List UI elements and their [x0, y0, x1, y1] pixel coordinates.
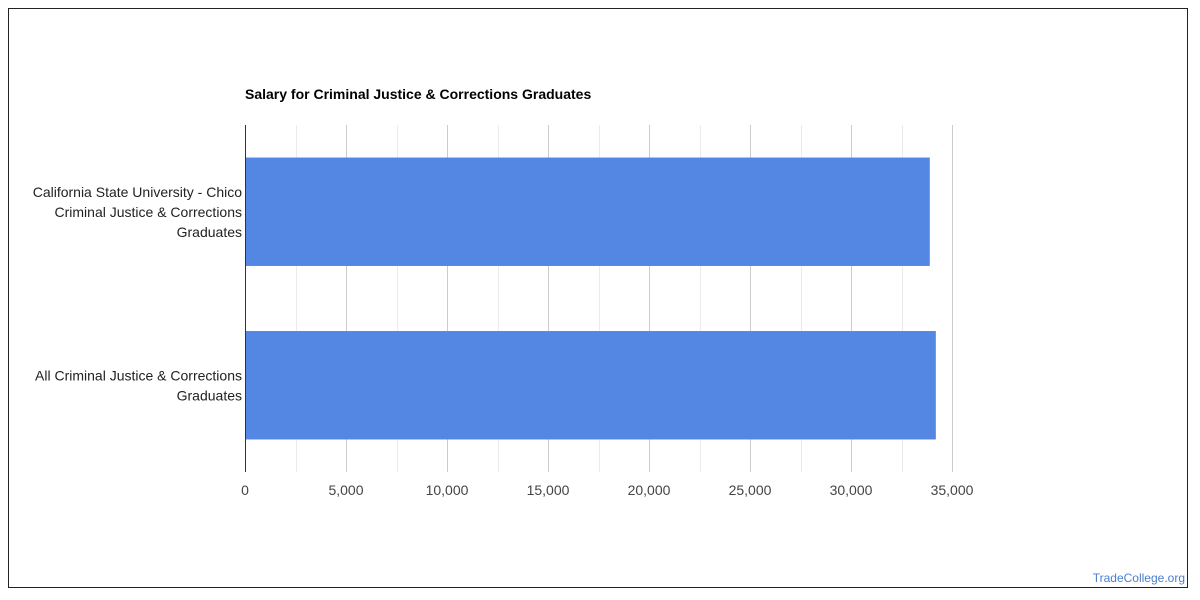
x-tick-label: 20,000 — [628, 482, 671, 498]
x-tick-label: 35,000 — [931, 482, 974, 498]
bars — [245, 157, 936, 440]
category-labels: California State University - Chico Crimi… — [33, 184, 243, 404]
category-label-line: All Criminal Justice & Corrections — [35, 367, 242, 383]
chart-frame — [8, 8, 1188, 588]
category-label-line: Criminal Justice & Corrections — [55, 204, 243, 220]
x-axis-tick-labels: 0 5,000 10,000 15,000 20,000 25,000 30,000 35,0… — [241, 482, 974, 498]
chart-title: Salary for Criminal Justice & Correction… — [245, 86, 591, 102]
x-tick-label: 0 — [241, 482, 249, 498]
bar-2[interactable] — [245, 331, 936, 440]
x-tick-label: 10,000 — [426, 482, 469, 498]
bar-1[interactable] — [245, 157, 930, 266]
category-label: California State University - Chico Crimi… — [33, 184, 243, 240]
category-label: All Criminal Justice & Corrections Gradua… — [35, 367, 242, 403]
category-label-line: Graduates — [177, 224, 242, 240]
source-watermark[interactable]: TradeCollege.org — [1092, 571, 1185, 585]
x-tick-label: 5,000 — [328, 482, 363, 498]
category-label-line: California State University - Chico — [33, 184, 243, 200]
x-tick-label: 30,000 — [830, 482, 873, 498]
category-label-line: Graduates — [177, 387, 242, 403]
x-tick-label: 15,000 — [527, 482, 570, 498]
x-tick-label: 25,000 — [729, 482, 772, 498]
